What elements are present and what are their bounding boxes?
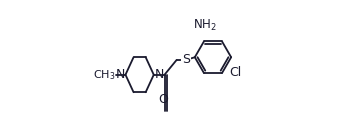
Text: S: S [182, 53, 190, 66]
Text: Cl: Cl [229, 67, 242, 79]
Text: N: N [154, 68, 164, 81]
Text: N: N [116, 68, 125, 81]
Text: O: O [158, 93, 168, 106]
Text: NH$_2$: NH$_2$ [193, 18, 216, 33]
Text: CH$_3$: CH$_3$ [93, 68, 116, 82]
